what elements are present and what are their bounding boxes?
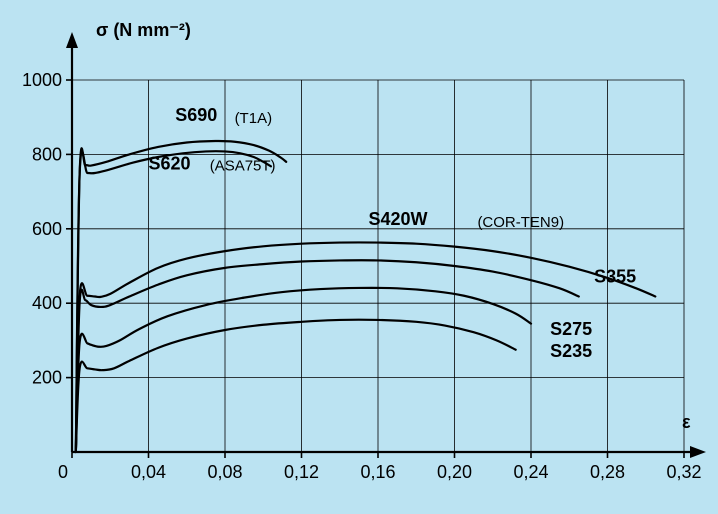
label-s690: S690 — [175, 105, 217, 125]
stress-strain-chart: 200 400 600 800 1000 0 0,04 0,08 0,12 0,16 0,20 0,2… — [0, 0, 718, 514]
y-tick-label: 200 — [32, 368, 62, 388]
x-tick-label: 0 — [58, 462, 68, 482]
x-tick-label: 0,08 — [207, 462, 242, 482]
y-tick-label: 800 — [32, 144, 62, 164]
label-s620: S620 — [149, 153, 191, 173]
x-tick-label: 0,16 — [360, 462, 395, 482]
y-axis-label: σ (N mm⁻²) — [96, 20, 191, 40]
sublabel-s420w: (COR-TEN9) — [477, 214, 564, 231]
x-axis-label: ε — [682, 412, 691, 432]
sublabel-s620: (ASA75T) — [210, 157, 276, 174]
y-tick-label: 1000 — [22, 70, 62, 90]
x-tick-label: 0,04 — [131, 462, 166, 482]
x-tick-label: 0,24 — [513, 462, 548, 482]
label-s355: S355 — [594, 267, 636, 287]
label-s275: S275 — [550, 319, 592, 339]
y-tick-label: 400 — [32, 293, 62, 313]
label-s420w: S420W — [368, 209, 427, 229]
y-tick-label: 600 — [32, 219, 62, 239]
x-tick-label: 0,32 — [666, 462, 701, 482]
x-tick-label: 0,20 — [437, 462, 472, 482]
x-tick-label: 0,12 — [284, 462, 319, 482]
label-s235: S235 — [550, 341, 592, 361]
sublabel-s690: (T1A) — [235, 110, 273, 127]
x-tick-label: 0,28 — [590, 462, 625, 482]
